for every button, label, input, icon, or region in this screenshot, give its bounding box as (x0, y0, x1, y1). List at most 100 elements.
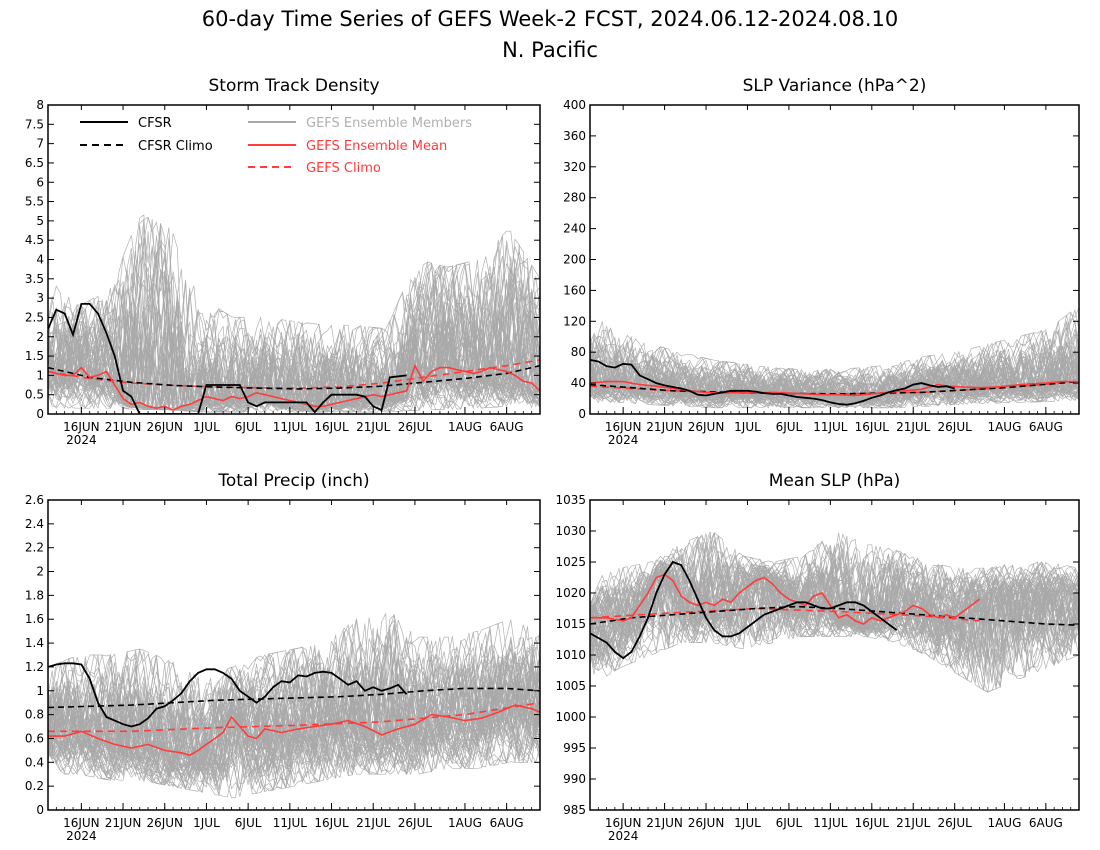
storm-track-density-y-tick-label: 1.5 (25, 349, 44, 363)
total-precip-y-tick-label: 1.6 (25, 612, 44, 626)
slp-variance-y-tick-label: 120 (563, 314, 586, 328)
storm-track-density-ensemble-members (48, 214, 540, 413)
storm-track-density-x-tick-label: 11JUL (273, 420, 308, 434)
mean-slp-y-tick-label: 990 (563, 772, 586, 786)
legend-members-label: GEFS Ensemble Members (306, 116, 472, 131)
mean-slp-y-tick-label: 985 (563, 803, 586, 817)
mean-slp-x-tick-label: 26JUN (688, 816, 725, 830)
panel-total-precip: Total Precip (inch) 0 0.2 0.4 0.6 0.8 1 1.2 1.4 1… (25, 471, 541, 843)
mean-slp-gefs-climo-line (590, 607, 980, 622)
storm-track-density-y-tick-label: 4.5 (25, 233, 44, 247)
mean-slp-y-tick-label: 1015 (555, 617, 586, 631)
slp-variance-y-tick-label: 280 (563, 191, 586, 205)
total-precip-y-tick-label: 0.4 (25, 755, 44, 769)
ensemble-member-line (48, 666, 540, 771)
ensemble-member-line (590, 318, 1079, 409)
storm-track-density-x-year-label: 2024 (66, 433, 97, 447)
mean-slp-x-tick-label: 1AUG (987, 816, 1021, 830)
mean-slp-y-tick-label: 1005 (555, 679, 586, 693)
slp-variance-cfsr-climo-line (590, 380, 1079, 395)
slp-variance-y-tick-label: 40 (571, 376, 586, 390)
mean-slp-cfsr-climo-line (590, 605, 1079, 626)
total-precip-x-tick-label: 26JUN (146, 816, 183, 830)
ensemble-member-line (48, 636, 540, 789)
ensemble-member-line (590, 328, 1079, 408)
ensemble-member-line (48, 254, 540, 410)
total-precip-title: Total Precip (inch) (217, 471, 369, 491)
storm-track-density-y-tick-label: 6.5 (25, 156, 44, 170)
slp-variance-y-tick-label: 240 (563, 222, 586, 236)
total-precip-x-tick-label: 11JUL (273, 816, 308, 830)
slp-variance-title: SLP Variance (hPa^2) (743, 76, 927, 96)
storm-track-density-y-tick-label: 2.5 (25, 310, 44, 324)
mean-slp-x-tick-label: 26JUL (938, 816, 973, 830)
legend-cfsr-climo-label: CFSR Climo (138, 139, 213, 154)
ensemble-member-line (590, 347, 1079, 409)
legend: CFSR CFSR Climo GEFS Ensemble Members GE… (80, 116, 472, 176)
slp-variance-x-tick-label: 11JUL (813, 420, 848, 434)
ensemble-member-line (48, 627, 540, 789)
storm-track-density-x-tick-label: 21JUN (105, 420, 142, 434)
slp-variance-x-tick-label: 16JUN (605, 420, 642, 434)
storm-track-density-y-tick-label: 7.5 (25, 117, 44, 131)
total-precip-y-tick-label: 1.8 (25, 588, 44, 602)
total-precip-y-tick-label: 0 (36, 803, 44, 817)
mean-slp-y-tick-label: 995 (563, 741, 586, 755)
slp-variance-x-tick-label: 16JUL (855, 420, 890, 434)
ensemble-member-line (590, 325, 1079, 402)
mean-slp-cfsr-line (590, 560, 898, 660)
total-precip-y-tick-label: 2.4 (25, 517, 44, 531)
panel-mean-slp: Mean SLP (hPa) 985 990 995 1000 1005 1010 1015 1… (555, 471, 1080, 843)
figure-title: 60-day Time Series of GEFS Week-2 FCST, … (202, 7, 899, 31)
ensemble-member-line (48, 257, 540, 413)
mean-slp-x-tick-label: 16JUN (605, 816, 642, 830)
storm-track-density-y-tick-label: 4 (36, 253, 44, 267)
slp-variance-x-tick-label: 6JUL (776, 420, 803, 434)
storm-track-density-x-tick-label: 26JUL (398, 420, 433, 434)
mean-slp-gefs-ensemble-mean-line (590, 573, 980, 625)
slp-variance-cfsr-line (590, 359, 955, 406)
slp-variance-y-tick-label: 320 (563, 160, 586, 174)
storm-track-density-x-tick-label: 16JUL (314, 420, 349, 434)
slp-variance-x-tick-label: 1JUL (734, 420, 761, 434)
ensemble-member-line (590, 561, 1079, 668)
total-precip-y-tick-label: 0.2 (25, 779, 44, 793)
ensemble-member-line (48, 646, 540, 785)
storm-track-density-y-tick-label: 3 (36, 291, 44, 305)
total-precip-x-year-label: 2024 (66, 829, 97, 843)
ensemble-member-line (590, 341, 1079, 407)
ensemble-member-line (48, 651, 540, 775)
slp-variance-y-tick-label: 360 (563, 129, 586, 143)
total-precip-x-tick-label: 21JUN (105, 816, 142, 830)
figure-subtitle: N. Pacific (502, 38, 598, 62)
slp-variance-gefs-ensemble-mean-line (590, 380, 1079, 397)
ensemble-member-line (590, 546, 1079, 650)
slp-variance-x-tick-label: 21JUN (646, 420, 683, 434)
slp-variance-x-tick-label: 1AUG (987, 420, 1021, 434)
storm-track-density-y-tick-label: 1 (36, 368, 44, 382)
slp-variance-y-tick-label: 200 (563, 253, 586, 267)
total-precip-y-tick-label: 0.8 (25, 708, 44, 722)
mean-slp-ensemble-members (590, 531, 1079, 694)
ensemble-member-line (48, 268, 540, 413)
ensemble-member-line (48, 272, 540, 411)
ensemble-member-line (590, 330, 1079, 404)
storm-track-density-y-tick-label: 5 (36, 214, 44, 228)
total-precip-y-tick-label: 1 (36, 684, 44, 698)
ensemble-member-line (590, 561, 1079, 672)
mean-slp-y-tick-label: 1025 (555, 555, 586, 569)
slp-variance-y-tick-label: 0 (578, 407, 586, 421)
mean-slp-y-tick-label: 1035 (555, 493, 586, 507)
total-precip-cfsr-climo-line (48, 687, 540, 709)
storm-track-density-cfsr-climo-line (48, 364, 540, 390)
total-precip-cfsr-line (48, 662, 408, 728)
storm-track-density-y-tick-label: 6 (36, 175, 44, 189)
storm-track-density-x-tick-label: 6JUL (235, 420, 262, 434)
slp-variance-x-year-label: 2024 (608, 433, 639, 447)
ensemble-member-line (590, 347, 1079, 405)
ensemble-member-line (48, 638, 540, 784)
storm-track-density-cfsr-line (48, 302, 407, 414)
legend-cfsr-label: CFSR (138, 116, 172, 131)
mean-slp-y-tick-label: 1030 (555, 524, 586, 538)
